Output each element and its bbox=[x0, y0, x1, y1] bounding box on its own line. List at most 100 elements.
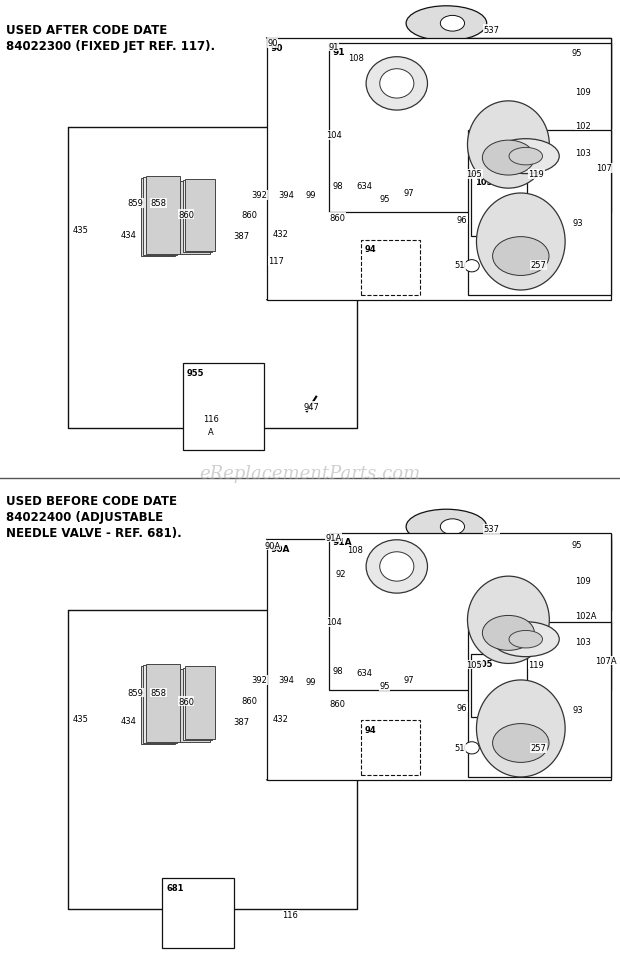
Text: 103: 103 bbox=[575, 148, 591, 158]
Text: 95: 95 bbox=[572, 48, 582, 58]
Text: 96: 96 bbox=[456, 215, 467, 225]
Text: 394: 394 bbox=[278, 191, 294, 201]
Text: 99: 99 bbox=[306, 191, 316, 201]
Bar bbox=[267, 540, 611, 780]
Text: 947: 947 bbox=[303, 402, 319, 412]
Text: 108: 108 bbox=[348, 53, 365, 63]
Text: 97: 97 bbox=[404, 675, 415, 685]
Text: 104: 104 bbox=[326, 131, 342, 141]
Bar bbox=[329, 533, 611, 690]
Ellipse shape bbox=[464, 742, 479, 754]
Text: 392: 392 bbox=[251, 675, 267, 685]
Text: 91: 91 bbox=[329, 43, 339, 52]
Bar bbox=[471, 173, 527, 236]
Ellipse shape bbox=[406, 7, 487, 42]
Text: 95: 95 bbox=[379, 681, 389, 691]
Ellipse shape bbox=[509, 631, 542, 648]
Text: USED AFTER CODE DATE
84022300 (FIXED JET REF. 117).: USED AFTER CODE DATE 84022300 (FIXED JET… bbox=[6, 24, 215, 53]
Text: 537: 537 bbox=[484, 524, 500, 534]
Ellipse shape bbox=[492, 622, 559, 657]
Bar bbox=[468, 131, 611, 296]
Bar bbox=[183, 668, 213, 740]
Bar bbox=[185, 667, 215, 739]
Text: 107A: 107A bbox=[472, 627, 498, 636]
Bar bbox=[183, 363, 264, 451]
Bar bbox=[180, 182, 210, 254]
Bar bbox=[143, 666, 177, 743]
Bar bbox=[267, 39, 611, 300]
Ellipse shape bbox=[440, 519, 464, 535]
Ellipse shape bbox=[492, 237, 549, 276]
Text: 860: 860 bbox=[178, 697, 194, 706]
Text: 90A: 90A bbox=[270, 545, 290, 553]
Text: 93: 93 bbox=[572, 704, 583, 714]
Text: 95: 95 bbox=[379, 195, 389, 204]
Ellipse shape bbox=[492, 724, 549, 763]
Text: 102A: 102A bbox=[575, 611, 596, 621]
Ellipse shape bbox=[440, 16, 464, 32]
Bar bbox=[185, 179, 215, 252]
Text: 94: 94 bbox=[365, 245, 376, 254]
Text: 95: 95 bbox=[572, 540, 582, 549]
Text: 858: 858 bbox=[150, 199, 166, 208]
Text: 96: 96 bbox=[456, 703, 467, 712]
Text: 859: 859 bbox=[127, 199, 143, 208]
Ellipse shape bbox=[476, 194, 565, 291]
Text: 257: 257 bbox=[530, 261, 546, 270]
Text: 102: 102 bbox=[575, 121, 591, 131]
Text: 105: 105 bbox=[475, 178, 492, 187]
Text: 105: 105 bbox=[466, 170, 482, 179]
Ellipse shape bbox=[464, 261, 479, 272]
Text: 860: 860 bbox=[241, 696, 257, 705]
Text: 860: 860 bbox=[178, 210, 194, 220]
Ellipse shape bbox=[406, 510, 487, 545]
Text: 392: 392 bbox=[251, 191, 267, 201]
Text: 97: 97 bbox=[404, 189, 415, 199]
Text: 99: 99 bbox=[306, 677, 316, 687]
Bar bbox=[361, 240, 420, 296]
Text: 432: 432 bbox=[272, 714, 288, 724]
Text: 107: 107 bbox=[472, 136, 490, 144]
Text: 537: 537 bbox=[484, 25, 500, 35]
Text: 434: 434 bbox=[121, 231, 137, 240]
Bar bbox=[143, 178, 177, 256]
Ellipse shape bbox=[467, 102, 549, 189]
Text: 51: 51 bbox=[455, 743, 465, 753]
Text: 387: 387 bbox=[234, 717, 250, 727]
Bar bbox=[146, 665, 180, 742]
Bar bbox=[180, 670, 210, 742]
Ellipse shape bbox=[366, 541, 428, 593]
Text: 109: 109 bbox=[575, 577, 591, 586]
Text: 91A: 91A bbox=[332, 538, 352, 547]
Text: 257: 257 bbox=[530, 743, 546, 753]
Text: 103: 103 bbox=[575, 637, 591, 646]
Ellipse shape bbox=[492, 140, 559, 174]
Text: 859: 859 bbox=[127, 688, 143, 698]
Text: 119: 119 bbox=[528, 660, 544, 670]
Text: 860: 860 bbox=[329, 699, 345, 708]
Text: 91: 91 bbox=[332, 48, 345, 57]
Ellipse shape bbox=[379, 552, 414, 581]
Ellipse shape bbox=[366, 58, 428, 111]
Text: 51: 51 bbox=[455, 261, 465, 270]
Text: 105: 105 bbox=[475, 659, 492, 668]
Text: 105: 105 bbox=[466, 660, 482, 670]
Ellipse shape bbox=[379, 70, 414, 99]
Text: A: A bbox=[208, 427, 214, 437]
Bar bbox=[329, 44, 611, 213]
Text: 955: 955 bbox=[187, 368, 204, 377]
Ellipse shape bbox=[443, 253, 493, 280]
Text: 435: 435 bbox=[73, 714, 89, 724]
Text: 98: 98 bbox=[332, 666, 343, 675]
Ellipse shape bbox=[443, 735, 493, 762]
Text: 90A: 90A bbox=[265, 541, 281, 550]
Text: 681: 681 bbox=[166, 883, 184, 891]
Bar bbox=[141, 179, 175, 257]
Text: 116: 116 bbox=[203, 414, 219, 423]
Bar bbox=[361, 720, 420, 775]
Ellipse shape bbox=[467, 577, 549, 664]
Text: USED BEFORE CODE DATE
84022400 (ADJUSTABLE
NEEDLE VALVE - REF. 681).: USED BEFORE CODE DATE 84022400 (ADJUSTAB… bbox=[6, 494, 182, 539]
Ellipse shape bbox=[509, 148, 542, 166]
Text: 104: 104 bbox=[326, 617, 342, 627]
Bar bbox=[183, 180, 213, 253]
